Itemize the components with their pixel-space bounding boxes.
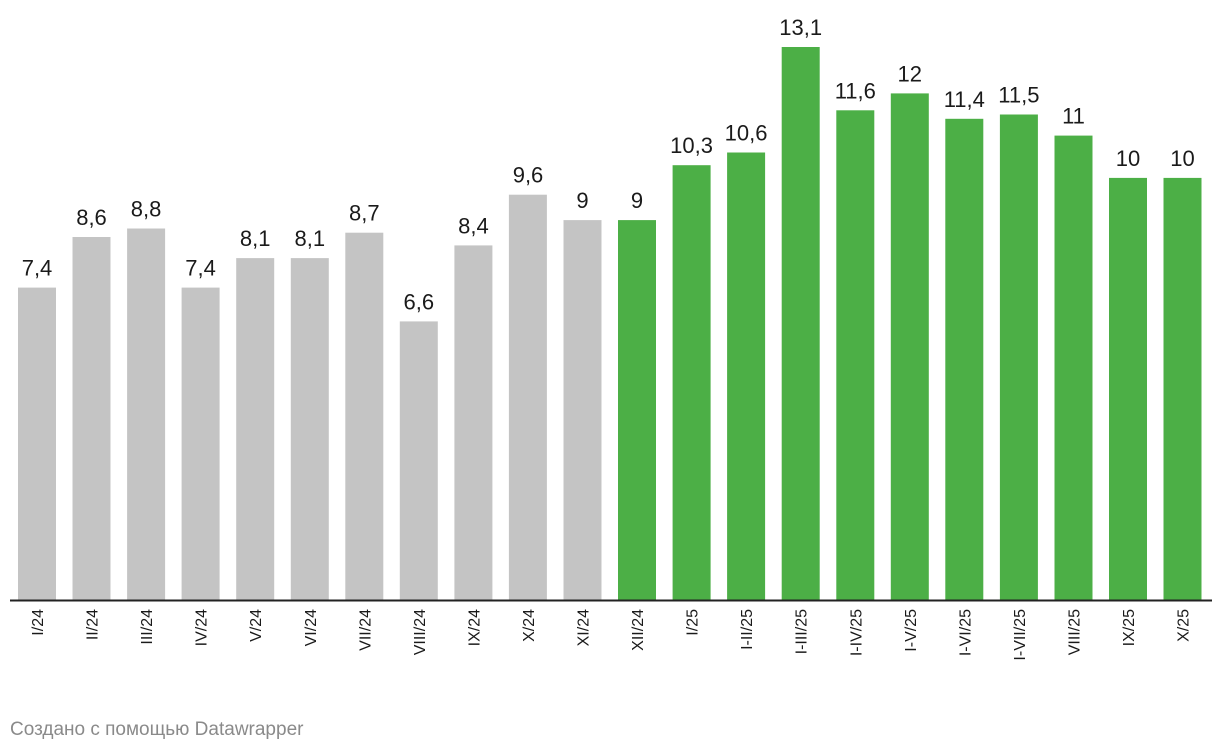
data-label-I/24: 7,4 bbox=[22, 256, 53, 281]
x-tick-I-VII/25: I-VII/25 bbox=[1012, 609, 1029, 661]
bar-I-III/25 bbox=[781, 47, 820, 600]
x-tick-I/25: I/25 bbox=[685, 609, 702, 636]
bar-I/24 bbox=[18, 287, 56, 600]
x-tick-X/25: X/25 bbox=[1176, 609, 1193, 642]
data-label-I-VII/25: 11,5 bbox=[998, 83, 1039, 108]
bar-VI/24 bbox=[290, 258, 329, 600]
x-tick-I-IV/25: I-IV/25 bbox=[848, 609, 865, 656]
x-tick-IX/24: IX/24 bbox=[466, 609, 483, 646]
x-tick-VI/24: VI/24 bbox=[303, 609, 320, 646]
x-tick-XI/24: XI/24 bbox=[576, 609, 593, 646]
data-label-II/24: 8,6 bbox=[76, 205, 107, 230]
bar-II/24 bbox=[72, 237, 111, 600]
data-label-VII/24: 8,7 bbox=[349, 201, 380, 226]
data-label-III/24: 8,8 bbox=[131, 197, 162, 222]
data-label-X/24: 9,6 bbox=[513, 163, 544, 188]
data-label-XI/24: 9 bbox=[576, 188, 588, 213]
bar-VII/24 bbox=[345, 232, 384, 600]
bar-XII/24 bbox=[618, 220, 656, 600]
bar-I-VII/25 bbox=[999, 114, 1038, 600]
x-tick-I-VI/25: I-VI/25 bbox=[957, 609, 974, 656]
bar-X/24 bbox=[508, 194, 547, 600]
x-tick-XII/24: XII/24 bbox=[630, 609, 647, 651]
data-label-XII/24: 9 bbox=[631, 188, 643, 213]
x-tick-II/24: II/24 bbox=[85, 609, 102, 640]
bar-XI/24 bbox=[563, 220, 602, 600]
data-label-IX/25: 10 bbox=[1116, 146, 1140, 171]
x-tick-I-III/25: I-III/25 bbox=[794, 609, 811, 654]
bar-IX/24 bbox=[454, 245, 493, 600]
bar-VIII/24 bbox=[399, 321, 438, 600]
x-tick-VIII/24: VIII/24 bbox=[412, 609, 429, 655]
datawrapper-credit: Создано с помощью Datawrapper bbox=[10, 719, 304, 740]
data-label-I-V/25: 12 bbox=[898, 61, 922, 86]
bar-VIII/25 bbox=[1054, 135, 1093, 600]
bar-IX/25 bbox=[1109, 177, 1147, 600]
bar-IV/24 bbox=[181, 287, 220, 600]
bar-I-IV/25 bbox=[836, 110, 875, 601]
x-tick-VII/24: VII/24 bbox=[357, 609, 374, 651]
data-label-I-II/25: 10,6 bbox=[725, 121, 768, 146]
bar-I-II/25 bbox=[727, 152, 766, 600]
x-tick-I-V/25: I-V/25 bbox=[903, 609, 920, 652]
data-label-IX/24: 8,4 bbox=[458, 213, 489, 238]
x-tick-IX/25: IX/25 bbox=[1121, 609, 1138, 646]
data-label-VIII/25: 11 bbox=[1062, 104, 1085, 129]
x-tick-I/24: I/24 bbox=[30, 609, 47, 636]
x-tick-VIII/25: VIII/25 bbox=[1067, 609, 1084, 655]
data-label-I/25: 10,3 bbox=[670, 133, 713, 158]
x-tick-IV/24: IV/24 bbox=[194, 609, 211, 646]
x-tick-V/24: V/24 bbox=[248, 609, 265, 642]
bar-chart: 7,4 I/24 8,6 II/24 8,8 III/24 7,4 IV/24 8,1 V/24 8… bbox=[10, 15, 1212, 661]
data-label-I-III/25: 13,1 bbox=[779, 15, 822, 40]
data-label-IV/24: 7,4 bbox=[185, 256, 216, 281]
data-label-VI/24: 8,1 bbox=[295, 226, 326, 251]
bar-I/25 bbox=[672, 165, 711, 600]
bar-I-VI/25 bbox=[945, 118, 984, 601]
bar-I-V/25 bbox=[890, 93, 929, 601]
x-tick-III/24: III/24 bbox=[139, 609, 156, 645]
data-label-V/24: 8,1 bbox=[240, 226, 271, 251]
bar-V/24 bbox=[236, 258, 275, 600]
data-label-I-VI/25: 11,4 bbox=[944, 87, 985, 112]
bar-X/25 bbox=[1163, 177, 1202, 600]
x-tick-I-II/25: I-II/25 bbox=[739, 609, 756, 650]
data-label-X/25: 10 bbox=[1170, 146, 1194, 171]
bar-III/24 bbox=[127, 228, 166, 600]
data-label-I-IV/25: 11,6 bbox=[835, 78, 876, 103]
x-tick-X/24: X/24 bbox=[521, 609, 538, 642]
data-label-VIII/24: 6,6 bbox=[404, 289, 435, 314]
